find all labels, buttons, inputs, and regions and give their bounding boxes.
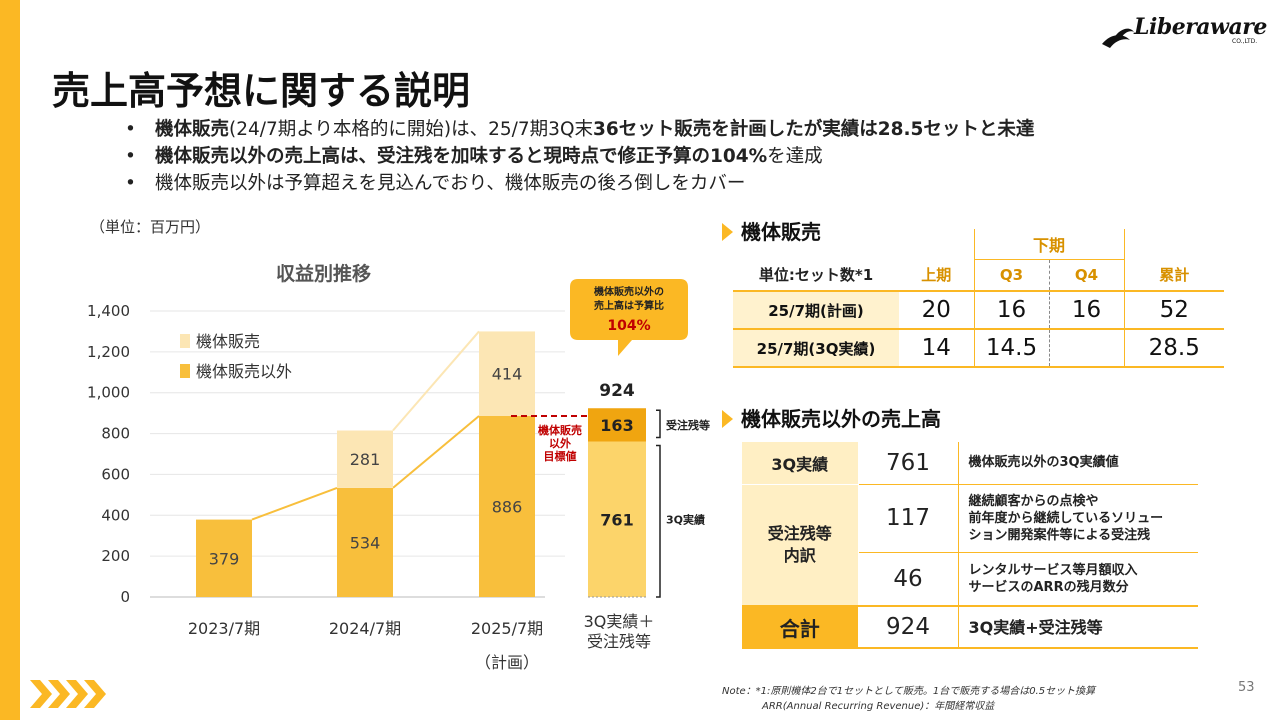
bar-value-label: 534: [350, 533, 381, 552]
bar-other: [479, 416, 535, 597]
y-tick-label: 0: [120, 588, 130, 606]
table-row: 25/7期(計画) 20 16 16 52: [733, 291, 1224, 330]
other-sales-table: 3Q実績 761 機体販売以外の3Q実績値 受注残等 内訳 117 継続顧客からの…: [742, 442, 1198, 649]
bar-value-label: 281: [350, 450, 381, 469]
column-header: Q3: [974, 259, 1050, 292]
y-tick-label: 1,000: [87, 384, 130, 402]
bracket-label: 3Q実績: [666, 512, 705, 526]
callout-bubble: [570, 279, 688, 356]
connector-line: [392, 330, 480, 432]
column-header: 累計: [1124, 259, 1224, 292]
legend-label: 機体販売以外: [196, 362, 292, 381]
order-backlog-label: 受注残等: [767, 523, 832, 543]
target-label: 機体販売: [538, 423, 582, 437]
y-tick-label: 800: [101, 425, 130, 443]
bullet-item: 機体販売以外は予算超えを見込んでおり、機体販売の後ろ倒しをカバー: [125, 170, 1034, 197]
connector-line: [392, 415, 480, 489]
bar-machine: [479, 331, 535, 417]
bar-value-label: 379: [209, 549, 240, 568]
connector-line: [251, 486, 338, 521]
x-tick-label: 2025/7期: [471, 619, 543, 638]
bar-value-label: 414: [492, 365, 523, 384]
bracket: [656, 444, 661, 598]
y-tick-label: 1,200: [87, 343, 130, 361]
table-row: 25/7期(3Q実績) 14 14.5 28.5: [733, 329, 1224, 368]
column-header: 単位:セット数*1: [733, 259, 899, 292]
x-tick-label: 受注残等: [587, 632, 651, 651]
x-tick-label: 2023/7期: [188, 619, 260, 638]
breakdown-label: 内訳: [783, 545, 816, 565]
revenue-chart: 0 200 400 600 800 1,000 1,200 1,400 379 2023/7期 53…: [87, 279, 710, 672]
target-label: 目標値: [544, 449, 577, 463]
legend-label: 機体販売: [196, 332, 260, 351]
table-row-total: 合計 924 3Q実績+受注残等: [742, 605, 1198, 649]
bracket-label: 受注残等: [666, 418, 710, 432]
bar-value-label: 163: [600, 416, 633, 435]
bar-value-label: 761: [600, 510, 633, 529]
legend-swatch: [180, 334, 190, 348]
y-tick-label: 1,400: [87, 302, 130, 320]
bar-3q-actual: [588, 441, 646, 597]
page-title: 売上高予想に関する説明: [52, 69, 471, 113]
chart-title: 収益別推移: [276, 263, 372, 285]
logo-subtext: CO.,LTD.: [1232, 38, 1258, 45]
bar-machine: [337, 430, 393, 488]
bullet-list: 機体販売(24/7期より本格的に開始)は、25/7期3Q末36セット販売を計画し…: [125, 116, 1034, 197]
logo-text: Liberaware: [1134, 14, 1267, 40]
liberaware-logo-icon: [1102, 28, 1134, 48]
machine-sales-table: 下期 単位:セット数*1 上期 Q3 Q4 累計 25/7期(計画) 20 16…: [733, 229, 1224, 368]
x-tick-sublabel: （計画）: [475, 653, 539, 672]
chevron-right-icon: [722, 223, 733, 241]
x-tick-label: 2024/7期: [329, 619, 401, 638]
total-value-label: 924: [599, 381, 635, 401]
y-tick-label: 200: [101, 547, 130, 565]
left-accent-bar: [0, 0, 20, 720]
callout-percent: 104%: [607, 318, 650, 334]
page-number: 53: [1238, 680, 1255, 695]
column-header: 上期: [899, 259, 975, 292]
y-tick-label: 600: [101, 465, 130, 483]
target-label: 以外: [549, 436, 571, 450]
bar-value-label: 886: [492, 498, 523, 517]
legend-swatch: [180, 364, 190, 378]
bar-order-backlog: [588, 408, 646, 442]
bracket: [656, 409, 661, 439]
chevron-right-icon: [722, 410, 733, 428]
callout-text: 売上高は予算比: [594, 299, 664, 312]
y-tick-label: 400: [101, 506, 130, 524]
bar-other: [196, 519, 252, 597]
table-row: 受注残等 内訳 117 継続顧客からの点検や 前年度から継続しているソリュー ション開…: [742, 484, 1198, 607]
unit-label: （単位：百万円）: [90, 218, 211, 236]
bullet-item: 機体販売以外の売上高は、受注残を加味すると現時点で修正予算の104%を達成: [125, 143, 1034, 170]
column-header: Q4: [1049, 259, 1125, 292]
group-header: 下期: [974, 229, 1125, 260]
callout-text: 機体販売以外の: [594, 285, 664, 298]
bar-other: [337, 487, 393, 597]
table-row: 3Q実績 761 機体販売以外の3Q実績値: [742, 442, 1198, 485]
chevron-decoration-icon: [30, 680, 106, 708]
footnote: Note：*1:原則機体2台で1セットとして販売。1台で販売する場合は0.5セッ…: [722, 686, 1096, 712]
bullet-item: 機体販売(24/7期より本格的に開始)は、25/7期3Q末36セット販売を計画し…: [125, 116, 1034, 143]
x-tick-label: 3Q実績＋: [584, 612, 655, 631]
section-other-sales-heading: 機体販売以外の売上高: [722, 403, 941, 432]
section-machine-sales-heading: 機体販売: [722, 216, 821, 245]
